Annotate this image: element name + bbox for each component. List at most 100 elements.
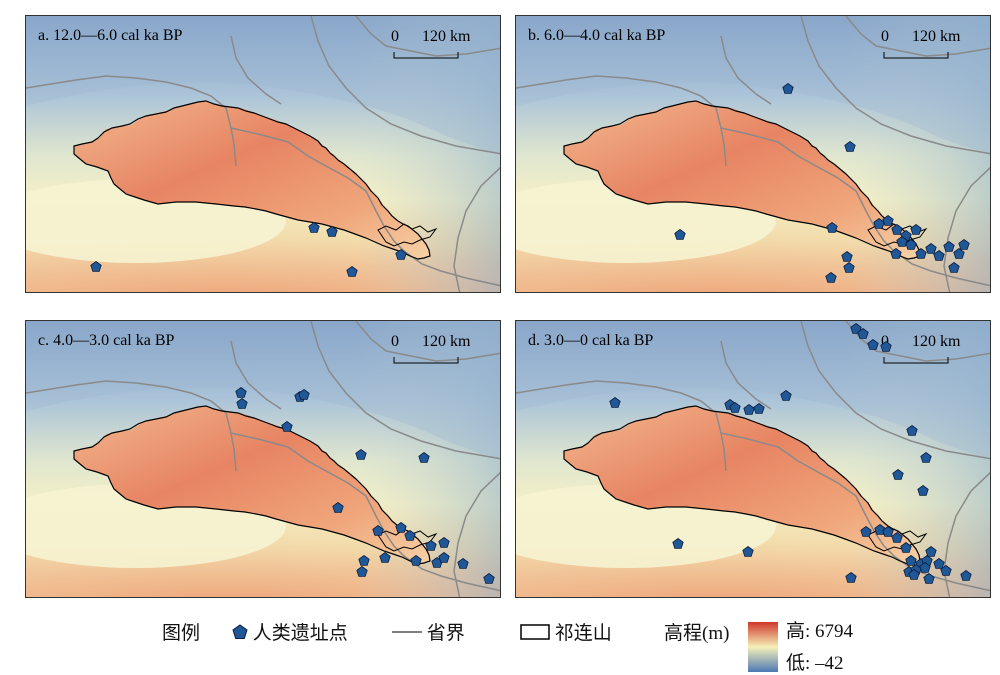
scale-start-label: 0: [391, 28, 399, 45]
site-marker-c-19: [356, 566, 368, 577]
site-marker-d-14: [860, 526, 872, 537]
site-marker-b-13: [933, 250, 945, 261]
panel-title: d. 3.0—0 cal ka BP: [528, 332, 653, 349]
scale-start-label: 0: [391, 333, 399, 350]
site-marker-b-20: [825, 272, 837, 283]
site-marker-c-10: [404, 530, 416, 541]
scale-end-label: 120 km: [422, 28, 471, 45]
scale-bar: 0 120 km: [391, 28, 471, 59]
site-layer: [674, 83, 970, 283]
site-marker-c-1: [236, 398, 248, 409]
site-marker-b-12: [925, 243, 937, 254]
site-marker-d-10: [906, 425, 918, 436]
site-marker-b-14: [943, 241, 955, 252]
map-panel-d: d. 3.0—0 cal ka BP 0 120 km: [515, 320, 991, 598]
legend-qilian: 祁连山: [520, 618, 612, 645]
site-marker-d-19: [905, 555, 917, 566]
site-marker-b-9: [896, 236, 908, 247]
scale-start-label: 0: [881, 333, 889, 350]
qilian-outline-icon: [520, 623, 550, 640]
site-marker-d-5: [609, 397, 621, 408]
site-marker-d-8: [743, 404, 755, 415]
map-legend: 图例 人类遗址点 省界 祁连山 高程(m) 高: 6794 低: –42: [0, 610, 1000, 674]
elevation-ramp: [748, 622, 778, 672]
site-marker-d-3: [880, 341, 892, 352]
scale-bar: 0 120 km: [881, 28, 961, 59]
site-marker-b-8: [910, 224, 922, 235]
site-marker-d-28: [933, 558, 945, 569]
site-marker-c-5: [355, 449, 367, 460]
site-marker-a-0: [308, 222, 320, 233]
site-layer: [609, 323, 972, 584]
site-marker-c-3: [298, 389, 310, 400]
site-marker-b-17: [948, 262, 960, 273]
site-marker-c-9: [395, 522, 407, 533]
site-marker-b-1: [844, 141, 856, 152]
site-marker-a-4: [90, 261, 102, 272]
site-marker-c-4: [281, 421, 293, 432]
legend-boundary-label: 省界: [426, 623, 465, 644]
site-marker-c-15: [438, 552, 450, 563]
legend-boundary: 省界: [392, 618, 465, 645]
site-marker-d-11: [920, 452, 932, 463]
site-marker-b-10: [905, 239, 917, 250]
site-marker-c-18: [358, 555, 370, 566]
site-marker-b-21: [890, 248, 902, 259]
legend-title: 图例: [162, 623, 201, 644]
site-marker-b-11: [915, 248, 927, 259]
site-marker-a-1: [326, 226, 338, 237]
site-marker-b-5: [882, 215, 894, 226]
site-marker-c-12: [438, 537, 450, 548]
legend-site: 人类遗址点: [232, 618, 348, 645]
map-panel-c: c. 4.0—3.0 cal ka BP 0 120 km: [25, 320, 501, 598]
site-marker-b-0: [782, 83, 794, 94]
scale-end-label: 120 km: [912, 333, 961, 350]
site-marker-b-2: [674, 229, 686, 240]
site-marker-b-6: [891, 224, 903, 235]
site-marker-b-19: [843, 262, 855, 273]
site-marker-c-16: [457, 558, 469, 569]
site-marker-c-11: [425, 540, 437, 551]
site-marker-d-7: [729, 402, 741, 413]
site-layer: [90, 222, 407, 277]
site-marker-d-32: [672, 538, 684, 549]
site-marker-d-22: [925, 546, 937, 557]
site-marker-d-17: [891, 532, 903, 543]
panel-title: a. 12.0—6.0 cal ka BP: [38, 27, 183, 44]
scale-end-label: 120 km: [912, 28, 961, 45]
site-marker-c-8: [372, 525, 384, 536]
site-marker-b-3: [826, 222, 838, 233]
site-marker-d-30: [960, 570, 972, 581]
site-marker-d-12: [892, 469, 904, 480]
site-marker-c-7: [332, 502, 344, 513]
province-line-icon: [392, 630, 422, 633]
legend-site-label: 人类遗址点: [252, 623, 348, 644]
scale-bar: 0 120 km: [881, 333, 961, 364]
site-marker-a-3: [346, 266, 358, 277]
site-marker-d-29: [940, 565, 952, 576]
panel-title: c. 4.0—3.0 cal ka BP: [38, 332, 175, 349]
site-marker-a-2: [395, 249, 407, 260]
site-marker-d-26: [908, 569, 920, 580]
site-marker-d-18: [900, 542, 912, 553]
scale-end-label: 120 km: [422, 333, 471, 350]
site-marker-c-0: [235, 387, 247, 398]
site-marker-d-9: [753, 403, 765, 414]
site-marker-c-6: [418, 452, 430, 463]
site-marker-d-1: [857, 328, 869, 339]
site-marker-d-16: [882, 526, 894, 537]
site-pentagon-icon: [232, 623, 248, 639]
site-layer: [235, 387, 495, 584]
scale-start-label: 0: [881, 28, 889, 45]
map-panel-a: a. 12.0—6.0 cal ka BP 0 120 km: [25, 15, 501, 293]
site-marker-d-2: [867, 339, 879, 350]
site-marker-d-27: [923, 573, 935, 584]
site-marker-d-4: [780, 390, 792, 401]
legend-qilian-label: 祁连山: [554, 623, 612, 644]
site-marker-d-25: [919, 562, 931, 573]
site-marker-b-15: [953, 248, 965, 259]
scale-bar: 0 120 km: [391, 333, 471, 364]
site-marker-c-17: [483, 573, 495, 584]
site-marker-d-31: [845, 572, 857, 583]
site-marker-d-13: [917, 485, 929, 496]
